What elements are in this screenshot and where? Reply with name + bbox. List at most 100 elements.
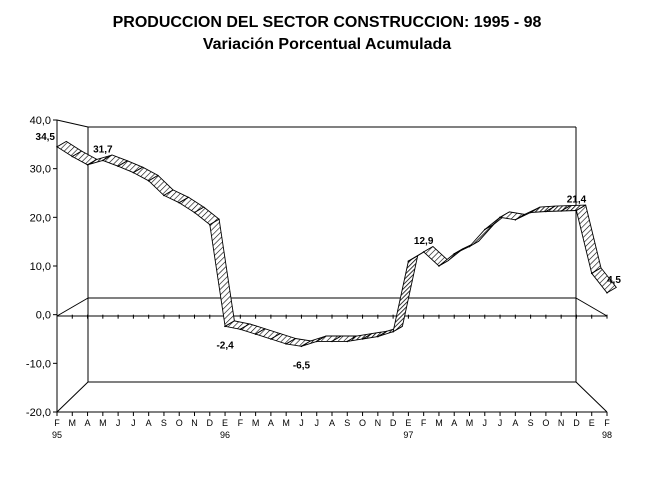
data-point xyxy=(422,251,425,253)
data-point xyxy=(254,333,257,335)
data-point xyxy=(147,180,150,182)
x-tick-label: J xyxy=(498,418,503,428)
y-tick-label: 10,0 xyxy=(30,261,51,273)
plot-frame xyxy=(56,119,608,413)
x-tick-label: M xyxy=(282,418,290,428)
x-tick-label: J xyxy=(299,418,304,428)
floor-right-edge xyxy=(575,381,608,413)
x-tick-label: A xyxy=(329,418,335,428)
data-point xyxy=(514,218,517,221)
data-label: -6,5 xyxy=(293,360,311,371)
data-point xyxy=(315,340,318,343)
data-point xyxy=(163,194,165,197)
x-axis: F M A M J J A S O N D E F M A M J J A S O N D E F M A M J J A S O N D E F95 9… xyxy=(52,314,612,440)
x-tick-label: O xyxy=(176,418,183,428)
x-tick-label: J xyxy=(116,418,121,428)
x-tick-label: A xyxy=(85,418,91,428)
x-tick-label: S xyxy=(344,418,350,428)
x-tick-label: E xyxy=(222,418,228,428)
data-labels: 34,5 31,7 -2,4 -6,5 12,9 21,4 4,5 xyxy=(36,132,622,372)
ribbon-segment xyxy=(392,254,419,333)
data-label: 31,7 xyxy=(93,144,113,155)
data-point xyxy=(499,216,501,219)
y-axis: 40,0 30,0 20,0 10,0 0,0 -10,0 -20,0 xyxy=(26,115,57,419)
data-label: 4,5 xyxy=(607,275,621,286)
x-tick-label: F xyxy=(54,418,60,428)
x-tick-label: M xyxy=(466,418,474,428)
zero-depth-left xyxy=(56,297,89,317)
series-ribbon xyxy=(56,140,617,348)
data-point xyxy=(71,155,74,158)
x-tick-label: O xyxy=(542,418,549,428)
data-point xyxy=(468,245,471,248)
data-point xyxy=(590,272,593,275)
ribbon-segment xyxy=(209,218,235,328)
x-tick-label: S xyxy=(528,418,534,428)
data-point xyxy=(331,340,333,343)
data-point xyxy=(117,165,119,168)
x-year-label: 98 xyxy=(602,430,612,440)
x-tick-label: E xyxy=(589,418,595,428)
x-tick-label: A xyxy=(512,418,518,428)
data-point xyxy=(529,211,532,214)
y-tick-label: 0,0 xyxy=(36,310,51,322)
x-tick-label: M xyxy=(99,418,107,428)
x-tick-label: F xyxy=(421,418,427,428)
data-point xyxy=(56,145,58,148)
data-label: -2,4 xyxy=(216,340,234,351)
x-tick-label: J xyxy=(483,418,488,428)
x-year-label: 97 xyxy=(403,430,413,440)
data-point xyxy=(270,338,272,340)
data-point xyxy=(560,210,562,212)
x-tick-label: F xyxy=(604,418,610,428)
data-point xyxy=(392,330,394,333)
data-point xyxy=(285,343,287,345)
data-point xyxy=(300,345,303,348)
chart-title: PRODUCCION DEL SECTOR CONSTRUCCION: 1995… xyxy=(113,14,542,31)
data-point xyxy=(86,163,89,166)
x-year-label: 95 xyxy=(52,430,62,440)
y-tick-label: 20,0 xyxy=(30,212,51,224)
x-tick-label: N xyxy=(375,418,382,428)
x-tick-label: N xyxy=(191,418,198,428)
x-tick-label: A xyxy=(268,418,274,428)
data-point xyxy=(453,253,456,255)
side-top-edge xyxy=(56,119,89,128)
x-tick-label: E xyxy=(405,418,411,428)
y-tick-label: -10,0 xyxy=(26,358,51,370)
x-tick-label: D xyxy=(207,418,214,428)
x-tick-label: A xyxy=(146,418,152,428)
data-point xyxy=(193,211,196,214)
x-year-label: 96 xyxy=(220,430,230,440)
x-tick-label: J xyxy=(314,418,319,428)
data-point xyxy=(438,265,440,267)
x-tick-label: F xyxy=(238,418,244,428)
ribbon-segment xyxy=(591,267,617,294)
data-point xyxy=(483,228,486,231)
data-label: 34,5 xyxy=(36,132,56,143)
data-label: 21,4 xyxy=(567,195,587,206)
data-point xyxy=(102,159,104,162)
data-point xyxy=(208,223,211,226)
data-point xyxy=(224,325,226,328)
data-point xyxy=(575,209,578,212)
data-point xyxy=(239,328,242,331)
data-point xyxy=(545,210,547,213)
data-point xyxy=(606,291,608,294)
data-point xyxy=(178,201,181,204)
x-tick-label: D xyxy=(390,418,397,428)
y-tick-label: -20,0 xyxy=(26,407,51,419)
x-tick-label: M xyxy=(69,418,77,428)
x-tick-label: M xyxy=(435,418,443,428)
y-tick-label: 30,0 xyxy=(30,164,51,176)
data-point xyxy=(361,338,364,340)
x-tick-label: O xyxy=(359,418,366,428)
x-tick-label: N xyxy=(558,418,565,428)
data-point xyxy=(132,171,135,174)
x-tick-label: J xyxy=(131,418,136,428)
data-label: 12,9 xyxy=(414,236,434,247)
ribbon-segment xyxy=(575,204,602,274)
x-tick-label: M xyxy=(252,418,260,428)
data-point xyxy=(407,260,410,262)
